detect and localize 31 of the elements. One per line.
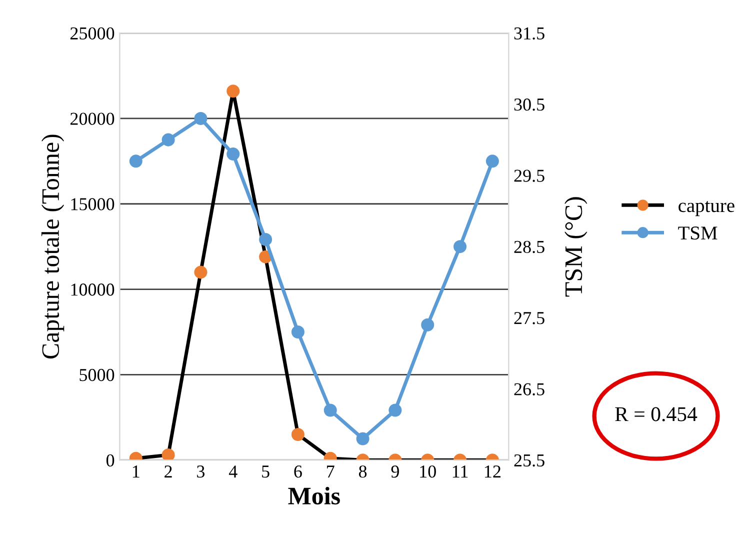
y-axis-title: Capture totale (Tonne) <box>41 134 64 359</box>
x-tick-label: 1 <box>132 466 140 478</box>
x-tick-label: 4 <box>228 466 238 478</box>
y2-tick-label: 28.5 <box>514 240 544 254</box>
x-axis-title: Mois <box>288 486 340 504</box>
y-tick-label: 10000 <box>71 284 114 296</box>
y2-axis-title: TSM (°C) <box>564 197 588 297</box>
x-tick-label: 3 <box>197 466 205 478</box>
x-tick-label: 6 <box>294 466 302 478</box>
text: R = 0.454 <box>615 407 698 422</box>
y2-tick-label: 25.5 <box>514 454 544 467</box>
y2-tick-label: 31.5 <box>514 27 544 40</box>
y2-tick-label: 26.5 <box>514 383 544 396</box>
y2-tick-label: 30.5 <box>514 98 544 111</box>
x-tick-label: 5 <box>262 466 270 478</box>
y2-tick-label: 27.5 <box>514 312 544 324</box>
legend-label: TSM <box>678 226 718 240</box>
x-tick-label: 7 <box>327 466 334 478</box>
y-tick-label: 20000 <box>70 112 114 125</box>
y-tick-label: 15000 <box>71 198 114 210</box>
x-tick-label: 8 <box>358 465 367 478</box>
x-tick-label: 9 <box>391 466 399 478</box>
y-tick-label: 5000 <box>80 368 114 382</box>
x-tick-label: 2 <box>164 466 172 478</box>
x-tick-label: 12 <box>484 466 500 478</box>
y-tick-label: 25000 <box>70 27 114 40</box>
y2-tick-label: 29.5 <box>514 170 544 182</box>
x-tick-label: 10 <box>420 465 436 478</box>
y-tick-label: 0 <box>106 454 114 467</box>
x-tick-label: 11 <box>452 466 468 478</box>
legend-label: capture <box>678 201 734 216</box>
